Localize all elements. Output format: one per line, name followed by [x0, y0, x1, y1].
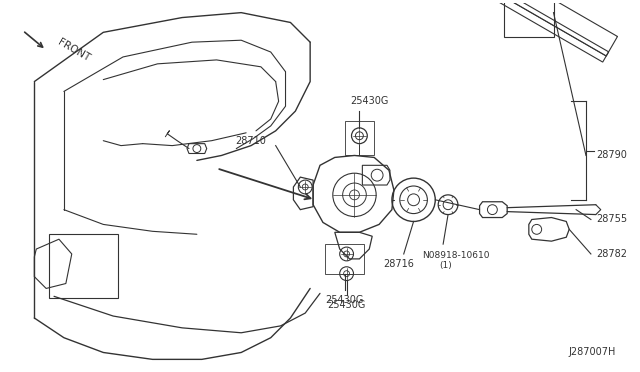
Text: 25430G: 25430G	[325, 295, 364, 305]
Text: N08918-10610: N08918-10610	[422, 251, 490, 260]
Text: 28710: 28710	[235, 136, 266, 146]
Bar	[504, 0, 554, 37]
Text: 28755: 28755	[596, 215, 627, 224]
Text: 28782: 28782	[596, 249, 627, 259]
Text: 25430G: 25430G	[328, 300, 366, 310]
Text: 28790: 28790	[596, 150, 627, 160]
Text: J287007H: J287007H	[568, 347, 616, 357]
Text: (1): (1)	[440, 261, 452, 270]
Text: 28716: 28716	[383, 259, 414, 269]
Text: 25430G: 25430G	[350, 96, 388, 106]
Text: FRONT: FRONT	[56, 37, 92, 63]
